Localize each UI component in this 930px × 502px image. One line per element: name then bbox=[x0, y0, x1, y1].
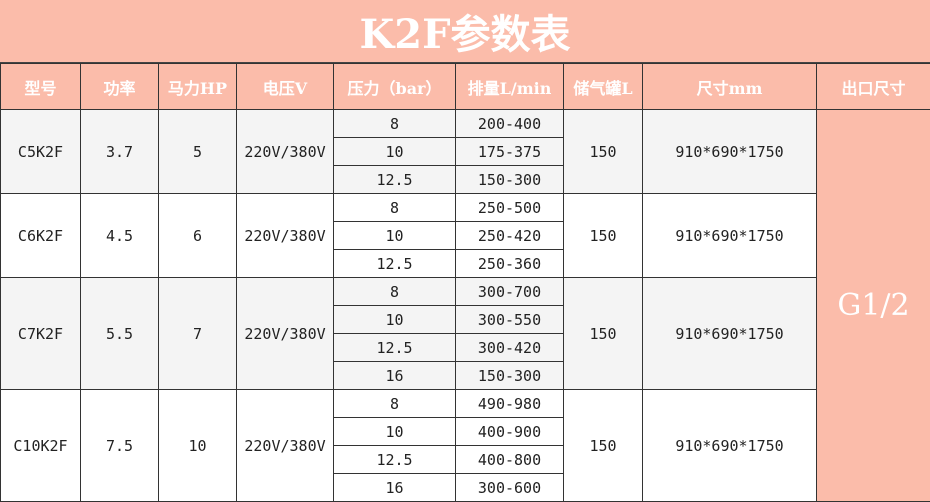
pressure-cell: 10 bbox=[334, 306, 456, 334]
spec-table: 型号 功率 马力HP 电压V 压力（bar） 排量L/min 储气罐L 尺寸mm… bbox=[0, 63, 930, 502]
header-tank: 储气罐L bbox=[564, 64, 643, 110]
pressure-cell: 12.5 bbox=[334, 446, 456, 474]
pressure-cell: 8 bbox=[334, 390, 456, 418]
flow-cell: 300-700 bbox=[456, 278, 564, 306]
voltage-cell: 220V/380V bbox=[237, 390, 334, 502]
flow-cell: 150-300 bbox=[456, 362, 564, 390]
tank-cell: 150 bbox=[564, 110, 643, 194]
model-cell: C7K2F bbox=[1, 278, 81, 390]
voltage-cell: 220V/380V bbox=[237, 278, 334, 390]
table-row: C10K2F 7.5 10 220V/380V 8 490-980 150 91… bbox=[1, 390, 930, 418]
table-row: C5K2F 3.7 5 220V/380V 8 200-400 150 910*… bbox=[1, 110, 930, 138]
header-power: 功率 bbox=[81, 64, 159, 110]
flow-cell: 250-500 bbox=[456, 194, 564, 222]
pressure-cell: 12.5 bbox=[334, 250, 456, 278]
pressure-cell: 10 bbox=[334, 418, 456, 446]
header-dimensions: 尺寸mm bbox=[643, 64, 817, 110]
hp-cell: 6 bbox=[159, 194, 237, 278]
flow-cell: 250-420 bbox=[456, 222, 564, 250]
flow-cell: 400-800 bbox=[456, 446, 564, 474]
flow-cell: 250-360 bbox=[456, 250, 564, 278]
header-hp: 马力HP bbox=[159, 64, 237, 110]
header-outlet: 出口尺寸 bbox=[817, 64, 930, 110]
flow-cell: 300-600 bbox=[456, 474, 564, 502]
pressure-cell: 8 bbox=[334, 194, 456, 222]
header-flow: 排量L/min bbox=[456, 64, 564, 110]
voltage-cell: 220V/380V bbox=[237, 110, 334, 194]
power-cell: 3.7 bbox=[81, 110, 159, 194]
header-row: 型号 功率 马力HP 电压V 压力（bar） 排量L/min 储气罐L 尺寸mm… bbox=[1, 64, 930, 110]
pressure-cell: 8 bbox=[334, 110, 456, 138]
header-pressure: 压力（bar） bbox=[334, 64, 456, 110]
header-voltage: 电压V bbox=[237, 64, 334, 110]
table-row: C7K2F 5.5 7 220V/380V 8 300-700 150 910*… bbox=[1, 278, 930, 306]
model-cell: C6K2F bbox=[1, 194, 81, 278]
tank-cell: 150 bbox=[564, 278, 643, 390]
dimensions-cell: 910*690*1750 bbox=[643, 194, 817, 278]
dimensions-cell: 910*690*1750 bbox=[643, 278, 817, 390]
pressure-cell: 8 bbox=[334, 278, 456, 306]
flow-cell: 490-980 bbox=[456, 390, 564, 418]
hp-cell: 5 bbox=[159, 110, 237, 194]
page-title: K2F参数表 bbox=[0, 0, 930, 63]
flow-cell: 400-900 bbox=[456, 418, 564, 446]
voltage-cell: 220V/380V bbox=[237, 194, 334, 278]
pressure-cell: 10 bbox=[334, 138, 456, 166]
header-model: 型号 bbox=[1, 64, 81, 110]
pressure-cell: 12.5 bbox=[334, 166, 456, 194]
model-cell: C10K2F bbox=[1, 390, 81, 502]
model-cell: C5K2F bbox=[1, 110, 81, 194]
pressure-cell: 16 bbox=[334, 362, 456, 390]
flow-cell: 200-400 bbox=[456, 110, 564, 138]
power-cell: 4.5 bbox=[81, 194, 159, 278]
flow-cell: 300-550 bbox=[456, 306, 564, 334]
tank-cell: 150 bbox=[564, 390, 643, 502]
outlet-size-cell: G1/2 bbox=[817, 110, 930, 502]
flow-cell: 150-300 bbox=[456, 166, 564, 194]
pressure-cell: 12.5 bbox=[334, 334, 456, 362]
hp-cell: 10 bbox=[159, 390, 237, 502]
dimensions-cell: 910*690*1750 bbox=[643, 390, 817, 502]
table-row: C6K2F 4.5 6 220V/380V 8 250-500 150 910*… bbox=[1, 194, 930, 222]
flow-cell: 175-375 bbox=[456, 138, 564, 166]
pressure-cell: 16 bbox=[334, 474, 456, 502]
flow-cell: 300-420 bbox=[456, 334, 564, 362]
power-cell: 5.5 bbox=[81, 278, 159, 390]
pressure-cell: 10 bbox=[334, 222, 456, 250]
dimensions-cell: 910*690*1750 bbox=[643, 110, 817, 194]
hp-cell: 7 bbox=[159, 278, 237, 390]
tank-cell: 150 bbox=[564, 194, 643, 278]
power-cell: 7.5 bbox=[81, 390, 159, 502]
